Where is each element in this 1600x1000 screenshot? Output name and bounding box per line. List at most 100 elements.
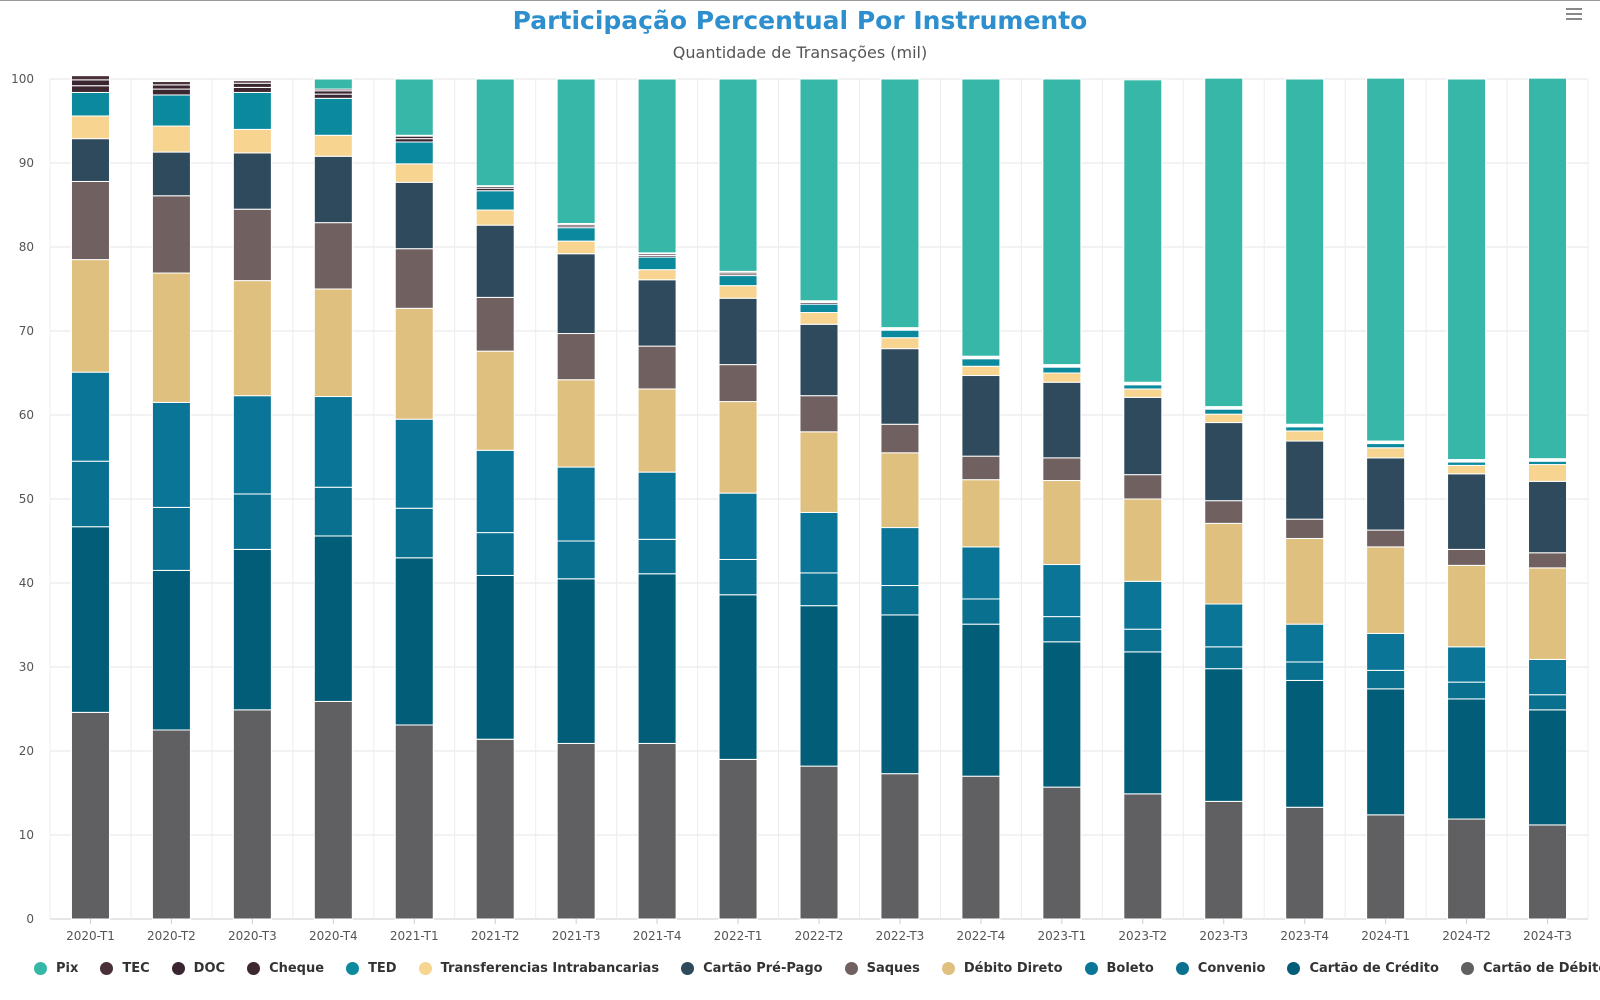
bar-segment[interactable] — [232, 208, 272, 282]
bar-segment[interactable] — [70, 180, 110, 261]
bar-segment[interactable] — [1528, 567, 1568, 660]
bar-segment[interactable] — [1204, 603, 1244, 648]
bar-segment[interactable] — [1366, 447, 1406, 459]
bar-segment[interactable] — [1042, 366, 1082, 374]
bar-segment[interactable] — [1204, 422, 1244, 502]
bar-segment[interactable] — [718, 401, 758, 494]
bar-segment[interactable] — [313, 222, 353, 290]
bar-segment[interactable] — [394, 724, 434, 920]
bar-segment[interactable] — [1528, 709, 1568, 826]
bar-segment[interactable] — [1042, 641, 1082, 788]
bar-segment[interactable] — [475, 209, 515, 226]
bar-segment[interactable] — [151, 88, 191, 96]
bar-segment[interactable] — [718, 558, 758, 596]
bar-segment[interactable] — [151, 94, 191, 127]
bar-segment[interactable] — [880, 585, 920, 616]
bar-segment[interactable] — [718, 364, 758, 403]
bar-segment[interactable] — [313, 700, 353, 920]
bar-segment[interactable] — [1528, 77, 1568, 460]
bar-segment[interactable] — [880, 452, 920, 529]
bar-segment[interactable] — [1447, 78, 1487, 461]
bar-segment[interactable] — [1366, 77, 1406, 442]
bar-segment[interactable] — [394, 163, 434, 183]
bar-segment[interactable] — [232, 395, 272, 495]
bar-segment[interactable] — [151, 125, 191, 153]
bar-segment[interactable] — [475, 574, 515, 740]
bar-segment[interactable] — [718, 297, 758, 366]
bar-segment[interactable] — [1447, 461, 1487, 466]
bar-segment[interactable] — [313, 93, 353, 99]
bar-segment[interactable] — [880, 337, 920, 350]
bar-segment[interactable] — [70, 138, 110, 182]
bar-segment[interactable] — [70, 526, 110, 713]
bar-segment[interactable] — [880, 773, 920, 920]
bar-segment[interactable] — [556, 78, 596, 224]
bar-segment[interactable] — [1285, 440, 1325, 520]
bar-segment[interactable] — [232, 280, 272, 397]
legend-item[interactable]: Cartão de Crédito — [1287, 961, 1439, 976]
bar-segment[interactable] — [151, 81, 191, 86]
bar-segment[interactable] — [1123, 388, 1163, 398]
bar-segment[interactable] — [1042, 372, 1082, 383]
bar-segment[interactable] — [1204, 522, 1244, 605]
bar-segment[interactable] — [1123, 396, 1163, 476]
bar-segment[interactable] — [1204, 800, 1244, 920]
bar-segment[interactable] — [1366, 688, 1406, 816]
bar-segment[interactable] — [799, 765, 839, 920]
bar-segment[interactable] — [637, 388, 677, 473]
bar-segment[interactable] — [1528, 464, 1568, 482]
bar-segment[interactable] — [556, 379, 596, 468]
bar-segment[interactable] — [232, 548, 272, 711]
legend-item[interactable]: Cartão Pré-Pago — [681, 961, 823, 976]
bar-segment[interactable] — [1366, 457, 1406, 531]
bar-segment[interactable] — [880, 527, 920, 587]
bar-segment[interactable] — [1528, 552, 1568, 569]
bar-segment[interactable] — [637, 573, 677, 744]
bar-segment[interactable] — [799, 572, 839, 607]
bar-segment[interactable] — [961, 375, 1001, 457]
bar-segment[interactable] — [1042, 381, 1082, 459]
bar-segment[interactable] — [313, 486, 353, 537]
bar-segment[interactable] — [1204, 500, 1244, 524]
bar-segment[interactable] — [1366, 632, 1406, 671]
bar-segment[interactable] — [1123, 580, 1163, 630]
bar-segment[interactable] — [313, 134, 353, 157]
bar-segment[interactable] — [70, 371, 110, 462]
bar-segment[interactable] — [880, 423, 920, 454]
bar-segment[interactable] — [799, 303, 839, 314]
bar-segment[interactable] — [1447, 698, 1487, 820]
bar-segment[interactable] — [961, 78, 1001, 357]
bar-segment[interactable] — [1366, 546, 1406, 634]
bar-segment[interactable] — [70, 259, 110, 373]
bar-segment[interactable] — [475, 350, 515, 451]
bar-segment[interactable] — [394, 78, 434, 136]
bar-segment[interactable] — [556, 466, 596, 542]
bar-segment[interactable] — [1123, 79, 1163, 383]
bar-segment[interactable] — [1285, 679, 1325, 808]
legend-item[interactable]: Saques — [844, 961, 920, 976]
bar-segment[interactable] — [556, 253, 596, 335]
bar-segment[interactable] — [961, 775, 1001, 920]
bar-segment[interactable] — [1285, 623, 1325, 663]
bar-segment[interactable] — [313, 155, 353, 224]
bar-segment[interactable] — [394, 138, 434, 143]
bar-segment[interactable] — [556, 578, 596, 744]
bar-segment[interactable] — [313, 90, 353, 95]
bar-segment[interactable] — [1042, 616, 1082, 643]
bar-segment[interactable] — [1204, 646, 1244, 670]
bar-segment[interactable] — [1123, 498, 1163, 582]
bar-segment[interactable] — [961, 546, 1001, 600]
bar-segment[interactable] — [880, 614, 920, 775]
bar-segment[interactable] — [1285, 518, 1325, 539]
bar-segment[interactable] — [70, 75, 110, 81]
bar-segment[interactable] — [637, 538, 677, 575]
bar-segment[interactable] — [799, 511, 839, 574]
bar-segment[interactable] — [232, 86, 272, 93]
bar-segment[interactable] — [718, 285, 758, 299]
bar-segment[interactable] — [1528, 824, 1568, 920]
bar-segment[interactable] — [151, 84, 191, 90]
bar-segment[interactable] — [556, 540, 596, 580]
bar-segment[interactable] — [1447, 818, 1487, 920]
bar-segment[interactable] — [1042, 480, 1082, 566]
bar-segment[interactable] — [1042, 564, 1082, 618]
